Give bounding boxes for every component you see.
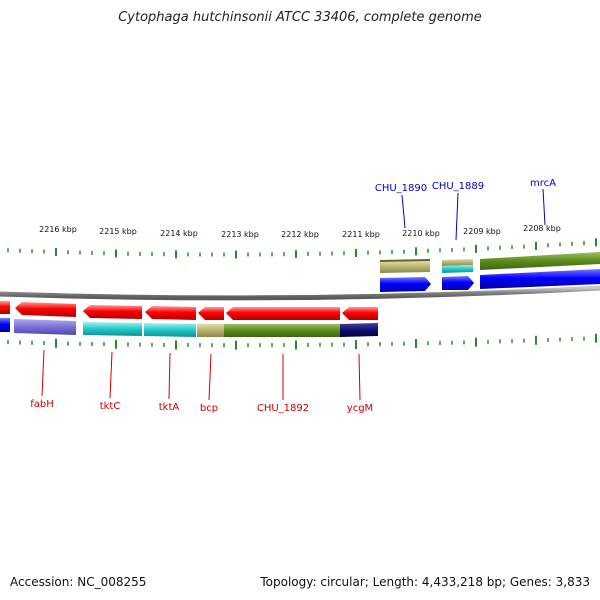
gene-label-tktc[interactable]: tktC <box>100 401 121 412</box>
gene-pointer <box>542 188 546 226</box>
kbp-label: 2215 kbp <box>99 227 137 236</box>
kbp-label: 2211 kbp <box>342 230 380 239</box>
gene-pointer <box>401 194 406 229</box>
gene-label-tkta[interactable]: tktA <box>159 402 180 413</box>
gene-feature-edge <box>379 259 431 262</box>
gene-feature[interactable] <box>83 322 142 336</box>
gene-pointer <box>455 192 459 241</box>
gene-feature[interactable] <box>380 261 430 273</box>
gene-arrow[interactable] <box>0 301 10 314</box>
lower-tick-marks <box>7 333 597 350</box>
gene-pointer <box>208 353 212 401</box>
gene-arrow[interactable] <box>83 305 142 319</box>
gene-label-chu1889[interactable]: CHU_1889 <box>432 181 484 192</box>
gene-label-chu1890[interactable]: CHU_1890 <box>375 183 427 194</box>
gene-pointer <box>109 351 113 399</box>
gene-arrow[interactable] <box>198 307 224 320</box>
gene-feature[interactable] <box>442 265 473 273</box>
topology-text: Topology: circular; Length: 4,433,218 bp… <box>260 575 590 589</box>
gene-arrow[interactable] <box>442 276 474 290</box>
gene-feature[interactable] <box>340 323 378 337</box>
upper-tick-marks <box>7 238 597 259</box>
kbp-label: 2214 kbp <box>160 229 198 238</box>
genome-backbone <box>0 285 600 301</box>
map-title: Cytophaga hutchinsonii ATCC 33406, compl… <box>118 10 482 25</box>
kbp-label: 2208 kbp <box>523 224 561 233</box>
gene-feature[interactable] <box>197 324 224 337</box>
gene-label-chu1892[interactable]: CHU_1892 <box>257 403 309 414</box>
gene-feature[interactable] <box>0 318 10 332</box>
gene-arrow[interactable] <box>226 307 340 320</box>
gene-feature[interactable] <box>442 259 473 266</box>
kbp-label: 2209 kbp <box>463 227 501 236</box>
gene-label-mrca[interactable]: mrcA <box>530 178 556 189</box>
gene-arrow[interactable] <box>15 302 76 317</box>
gene-arrow[interactable] <box>480 269 600 289</box>
kbp-label: 2212 kbp <box>281 230 319 239</box>
gene-arrow[interactable] <box>342 307 378 320</box>
kbp-label: 2216 kbp <box>39 225 77 234</box>
gene-pointer <box>358 353 361 401</box>
kbp-label: 2210 kbp <box>402 229 440 238</box>
gene-feature[interactable] <box>224 324 340 337</box>
gene-feature[interactable] <box>480 252 600 270</box>
gene-label-fabh[interactable]: fabH <box>30 399 54 410</box>
gene-label-bcp[interactable]: bcp <box>200 403 218 414</box>
gene-label-ycgm[interactable]: ycgM <box>347 403 373 414</box>
gene-arrow[interactable] <box>380 277 431 292</box>
accession-text: Accession: NC_008255 <box>10 575 147 589</box>
gene-arrow[interactable] <box>145 306 196 320</box>
gene-pointer <box>168 352 171 400</box>
gene-feature[interactable] <box>14 319 76 335</box>
gene-feature[interactable] <box>144 323 196 337</box>
kbp-label: 2213 kbp <box>221 230 259 239</box>
gene-pointer <box>41 349 45 397</box>
